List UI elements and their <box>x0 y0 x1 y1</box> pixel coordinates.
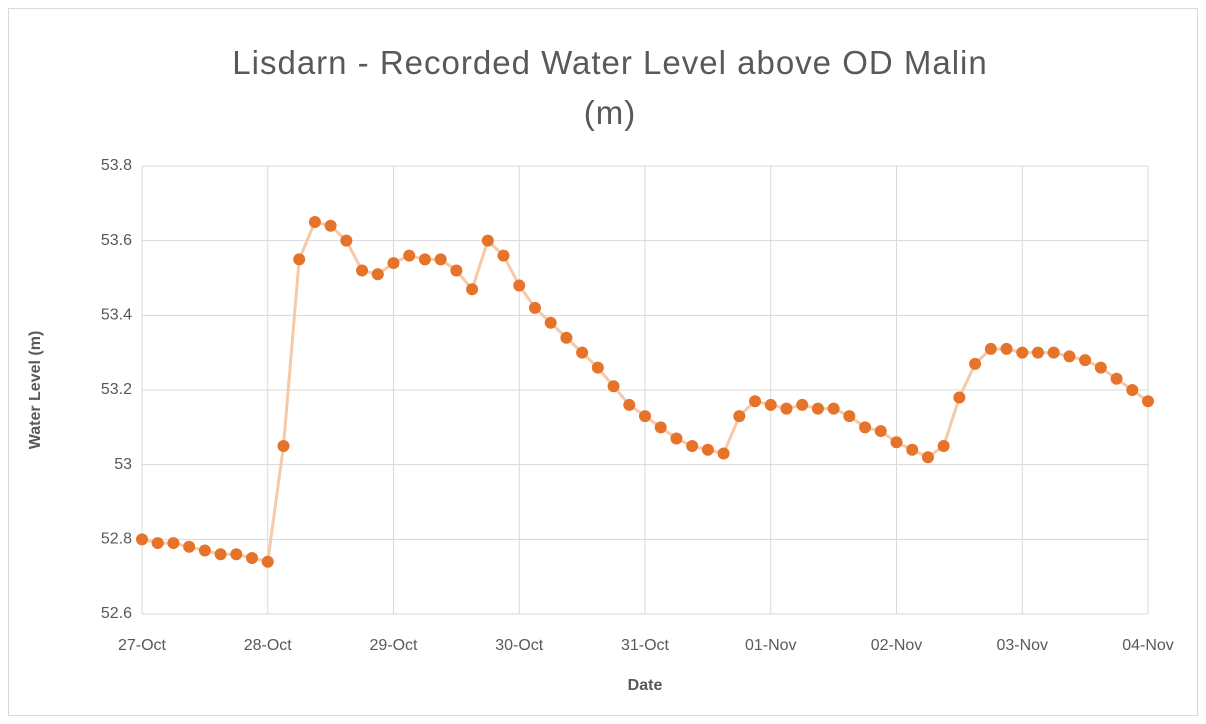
data-point <box>277 440 290 452</box>
data-point <box>576 346 589 359</box>
y-tick-label: 53.2 <box>101 381 132 398</box>
data-point <box>1016 346 1029 359</box>
x-tick-label: 27-Oct <box>118 637 167 654</box>
data-point <box>859 421 872 434</box>
data-point <box>513 279 526 292</box>
data-point <box>764 398 777 411</box>
data-point <box>528 301 541 314</box>
x-tick-label: 28-Oct <box>244 637 293 654</box>
y-tick-label: 53.8 <box>101 157 132 174</box>
data-point <box>1079 354 1092 367</box>
data-point <box>434 253 447 266</box>
data-point <box>686 440 699 452</box>
data-point <box>953 391 966 404</box>
data-point <box>1000 342 1013 355</box>
data-point <box>183 540 196 553</box>
data-point <box>497 249 510 262</box>
y-tick-label: 53.6 <box>101 232 132 249</box>
data-point <box>1047 346 1060 359</box>
data-point <box>874 425 887 438</box>
data-point <box>733 410 746 423</box>
y-tick-label: 52.8 <box>101 531 132 548</box>
data-point <box>906 443 919 456</box>
data-point <box>717 447 730 460</box>
data-point <box>151 537 164 550</box>
data-point <box>293 253 306 266</box>
data-point <box>1094 361 1107 374</box>
data-point <box>780 402 793 415</box>
data-point <box>984 342 997 355</box>
data-point <box>261 555 274 568</box>
data-point <box>639 410 651 423</box>
x-axis-label: Date <box>628 677 663 694</box>
data-point <box>796 398 809 411</box>
x-tick-label: 31-Oct <box>621 637 670 654</box>
data-point <box>701 443 714 456</box>
data-point <box>198 544 211 557</box>
data-point <box>623 398 636 411</box>
data-point <box>136 533 148 546</box>
chart-frame <box>8 8 1198 716</box>
y-tick-label: 53 <box>114 456 132 473</box>
data-point <box>418 253 431 266</box>
data-point <box>450 264 463 277</box>
data-point <box>827 402 840 415</box>
data-point <box>607 380 620 393</box>
x-tick-label: 29-Oct <box>369 637 418 654</box>
data-point <box>969 357 982 370</box>
y-tick-label: 53.4 <box>101 307 132 324</box>
chart-title: Lisdarn - Recorded Water Level above OD … <box>232 44 988 131</box>
data-point <box>371 268 384 281</box>
data-point <box>921 451 934 464</box>
data-point <box>811 402 824 415</box>
data-point <box>324 219 337 232</box>
data-point <box>890 436 903 449</box>
data-point <box>749 395 762 408</box>
data-point <box>356 264 369 277</box>
data-point <box>843 410 856 423</box>
x-tick-label: 02-Nov <box>871 637 923 654</box>
data-point <box>230 548 243 561</box>
data-point <box>1126 384 1139 396</box>
data-point <box>167 537 180 550</box>
data-point <box>403 249 416 262</box>
y-tick-label: 52.6 <box>101 605 132 622</box>
x-tick-label: 04-Nov <box>1122 637 1174 654</box>
data-point <box>466 283 479 296</box>
data-point <box>670 432 683 445</box>
data-point <box>246 552 259 564</box>
data-point <box>308 216 321 228</box>
data-point <box>340 234 353 247</box>
data-point <box>654 421 667 434</box>
data-point <box>937 440 950 452</box>
data-point <box>481 234 494 247</box>
y-axis-label: Water Level (m) <box>27 331 44 450</box>
data-point <box>560 331 573 344</box>
data-point <box>1031 346 1044 359</box>
data-point <box>1110 372 1123 385</box>
data-point <box>544 316 557 329</box>
x-tick-label: 30-Oct <box>495 637 544 654</box>
data-point <box>214 548 227 561</box>
data-point <box>387 257 400 270</box>
data-point <box>591 361 604 374</box>
data-point <box>1063 350 1076 363</box>
x-tick-label: 01-Nov <box>745 637 797 654</box>
data-point <box>1142 395 1154 408</box>
x-tick-label: 03-Nov <box>996 637 1048 654</box>
